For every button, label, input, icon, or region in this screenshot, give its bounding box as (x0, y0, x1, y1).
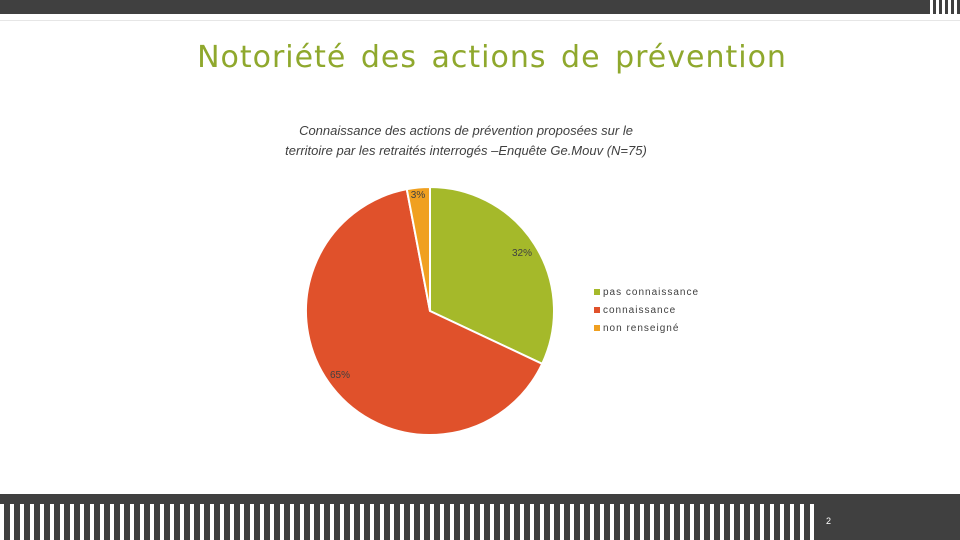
pie-data-label-2: 65% (330, 370, 350, 381)
pie-slices (305, 185, 555, 436)
pie-data-label-3: 3% (411, 190, 426, 201)
bottom-stripe-decoration (0, 504, 960, 540)
pie-slice-2 (305, 188, 544, 436)
pie-data-labels: 32% 65% 3% (330, 190, 532, 381)
legend-swatch-2 (594, 307, 600, 313)
slide-title: Notoriété des actions de prévention (197, 40, 787, 75)
page-number-box (818, 501, 960, 540)
legend-swatch-1 (594, 289, 600, 295)
top-frame-bar (0, 0, 960, 14)
pie-data-label-1: 32% (512, 248, 532, 259)
legend-label-1: pas connaissance (603, 287, 699, 298)
legend-label-3: non renseigné (603, 323, 679, 334)
pie-slice-3 (405, 185, 431, 312)
chart-title-line-1: Connaissance des actions de prévention p… (299, 123, 633, 138)
pie-slice-1 (429, 185, 555, 366)
bottom-frame-bar (0, 494, 960, 540)
page-number: 2 (826, 516, 832, 526)
legend-swatch-3 (594, 325, 600, 331)
legend-label-2: connaissance (603, 305, 676, 316)
chart-title-line-2: territoire par les retraités interrogés … (285, 143, 647, 158)
top-stripe-decoration (930, 0, 960, 14)
top-divider (0, 20, 960, 21)
chart-legend: pas connaissance connaissance non renseign… (594, 287, 699, 334)
